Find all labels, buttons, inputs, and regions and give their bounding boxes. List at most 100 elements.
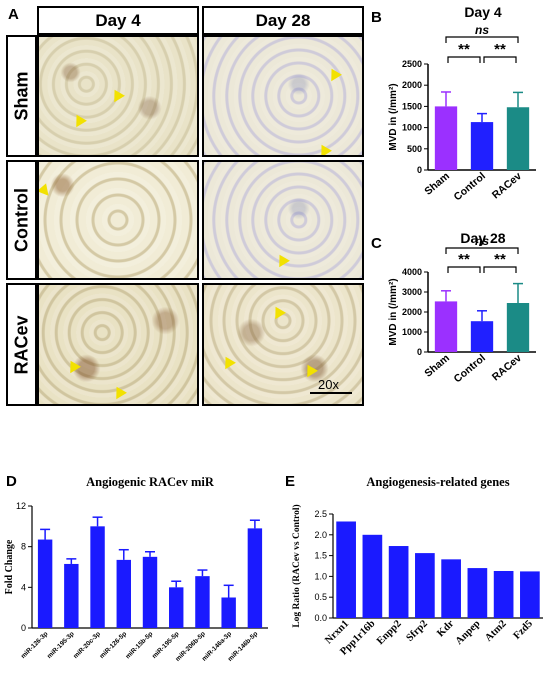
micrograph-sham-day4 (37, 35, 199, 157)
significance-label: ** (494, 41, 506, 58)
x-tick-label: Kdr (435, 618, 456, 639)
x-tick-label: miR-126-3p (20, 630, 50, 660)
scale-bar (310, 392, 352, 394)
y-tick-label: 1.0 (314, 571, 327, 581)
x-tick-label: Control (452, 352, 488, 385)
bar (441, 559, 461, 618)
col-header-day4: Day 4 (37, 6, 199, 35)
significance-label: ** (458, 251, 470, 268)
x-tick-label: RACev (490, 170, 524, 201)
arrowhead-marker (220, 356, 236, 373)
micrograph-sham-day28 (202, 35, 364, 157)
significance-label: ns (475, 234, 489, 248)
bar (362, 534, 383, 618)
x-tick-label: Sfrp2 (404, 618, 430, 644)
bar (415, 553, 435, 618)
x-tick-label: Control (452, 170, 488, 203)
bar (506, 107, 530, 170)
arrowhead-marker (111, 386, 127, 403)
y-tick-label: 2000 (402, 80, 422, 90)
bar (493, 570, 514, 618)
bar (247, 528, 263, 628)
bar (470, 122, 494, 170)
micrograph-racev-day4 (37, 283, 199, 406)
chart-title: Day 28 (460, 230, 505, 246)
x-tick-label: Fzd5 (512, 618, 535, 641)
x-tick-label: Enpp2 (375, 618, 404, 647)
chart-title: Angiogenesis-related genes (366, 475, 509, 489)
arrowhead-marker (274, 254, 290, 271)
significance-bracket (447, 266, 481, 273)
y-axis-label: MVD in (/mm²) (388, 278, 399, 345)
x-tick-label: Sham (422, 170, 452, 198)
bar (195, 576, 210, 628)
col-header-day28: Day 28 (202, 6, 364, 35)
y-tick-label: 4000 (402, 267, 422, 277)
bar (506, 303, 530, 352)
y-tick-label: 1500 (402, 101, 422, 111)
micrograph-control-day4 (37, 160, 199, 280)
y-axis-label: Log Ratio (RACev vs Control) (291, 504, 302, 627)
significance-label: ns (475, 23, 489, 37)
panel-a-label: A (8, 6, 19, 23)
chart-title: Angiogenic RACev miR (86, 475, 215, 489)
x-tick-label: Anpep (454, 618, 483, 647)
y-axis-label: Fold Change (4, 539, 15, 594)
y-tick-label: 2000 (402, 307, 422, 317)
significance-bracket (445, 36, 519, 43)
arrowhead-marker (302, 364, 318, 381)
arrowhead-marker (71, 114, 87, 131)
y-axis-label: MVD in (/mm²) (388, 83, 399, 150)
significance-label: ** (494, 251, 506, 268)
y-tick-label: 500 (407, 144, 422, 154)
y-tick-label: 0.5 (314, 592, 327, 602)
arrowhead-marker (39, 183, 54, 200)
bar (434, 106, 458, 170)
arrowhead-marker (65, 360, 81, 377)
y-tick-label: 0 (21, 623, 26, 633)
panel-label: D (6, 473, 17, 490)
y-tick-label: 4 (21, 582, 26, 592)
bar (520, 571, 540, 618)
micrograph-control-day28 (202, 160, 364, 280)
y-tick-label: 2.5 (314, 509, 327, 519)
y-tick-label: 1000 (402, 327, 422, 337)
bar (142, 556, 158, 628)
arrowhead-marker (109, 89, 125, 106)
panel-label: E (285, 473, 295, 490)
significance-label: ** (458, 41, 470, 58)
x-tick-label: RACev (490, 352, 524, 383)
arrowhead-marker (326, 68, 342, 85)
chart-day4-mvd: B Day 4 0 500 1000 1500 2000 2500 MVD in (/mm²) S… (371, 4, 536, 203)
row-label-racev: RACev (6, 283, 37, 406)
arrowhead-marker (270, 306, 286, 323)
bar (221, 597, 236, 628)
chart-angiogenic-mir: D Angiogenic RACev miR 0 4 8 12 Fold Change miR… (4, 473, 268, 663)
micrograph-racev-day28: 20x (202, 283, 364, 406)
bar (116, 559, 131, 628)
significance-bracket (483, 266, 517, 273)
y-tick-label: 8 (21, 542, 26, 552)
bar (336, 521, 356, 618)
bar (434, 301, 458, 352)
y-tick-label: 1000 (402, 123, 422, 133)
y-tick-label: 0 (417, 347, 422, 357)
x-tick-label: Sham (422, 352, 452, 380)
chart-title: Day 4 (464, 4, 502, 20)
bar (169, 587, 184, 628)
significance-bracket (483, 56, 517, 63)
row-label-sham: Sham (6, 35, 37, 157)
bar (467, 568, 488, 618)
bar (90, 526, 105, 628)
panel-label: B (371, 9, 382, 26)
arrowhead-marker (316, 144, 332, 155)
y-tick-label: 3000 (402, 287, 422, 297)
y-tick-label: 2500 (402, 59, 422, 69)
x-tick-label: miR-15b-5p (124, 630, 154, 660)
y-tick-label: 1.5 (314, 551, 327, 561)
y-tick-label: 0 (417, 165, 422, 175)
bar (64, 563, 79, 628)
bar (470, 321, 494, 352)
scale-bar-label: 20x (318, 377, 339, 392)
